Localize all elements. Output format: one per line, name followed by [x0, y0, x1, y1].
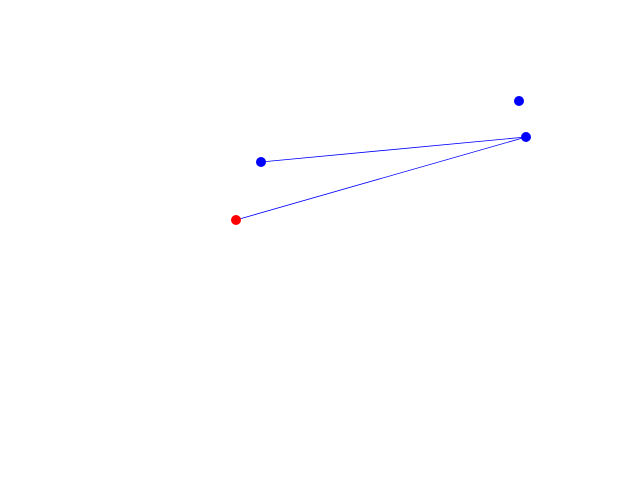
node	[514, 96, 524, 106]
edge	[235, 136, 527, 221]
node	[256, 157, 266, 167]
edge	[260, 136, 527, 163]
node	[231, 215, 241, 225]
node	[521, 132, 531, 142]
